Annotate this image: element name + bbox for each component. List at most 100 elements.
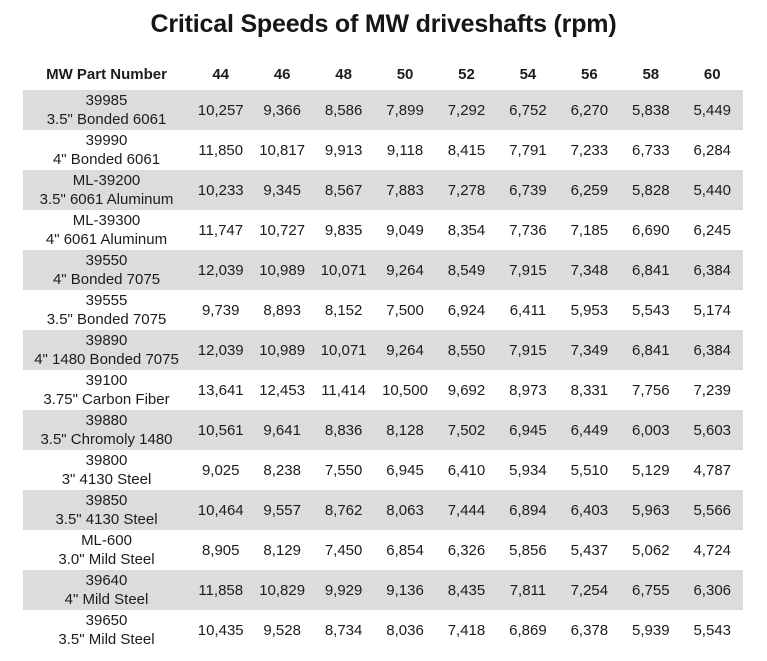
speed-value-cell: 10,561: [197, 421, 244, 439]
speed-value-cell: 5,603: [693, 421, 732, 439]
speed-value-cell: 9,913: [324, 141, 363, 159]
part-cell: 39850 3.5" 4130 Steel: [23, 490, 190, 530]
part-cell: ML-600 3.0" Mild Steel: [23, 530, 190, 570]
table-header-row: MW Part Number 44 46 48 50 52 54 56 58 60: [23, 63, 743, 90]
column-header-length-52: 52: [435, 63, 498, 90]
part-description: 4" Bonded 6061: [52, 151, 161, 168]
speed-value-cell: 9,025: [201, 461, 240, 479]
speed-value-cell: 6,739: [509, 181, 547, 199]
part-cell: 39555 3.5" Bonded 7075: [23, 290, 190, 330]
speed-value-cell: 6,259: [570, 181, 609, 199]
part-number: 39850: [85, 492, 128, 509]
speed-value-cell: 9,528: [263, 621, 301, 639]
speed-value-cell: 6,384: [693, 261, 732, 279]
speed-value-cell: 5,828: [632, 181, 670, 199]
speed-value-cell: 7,791: [509, 141, 547, 159]
part-cell: 39990 4" Bonded 6061: [23, 130, 190, 170]
speed-value-cell: 5,939: [632, 621, 670, 639]
table-row: 39990 4" Bonded 6061 11,850 10,817 9,913 9,11…: [23, 130, 743, 170]
speed-value-cell: 12,039: [197, 261, 244, 279]
speed-value-cell: 12,039: [197, 341, 244, 359]
speed-value-cell: 8,550: [447, 341, 486, 359]
speed-value-cell: 6,003: [632, 421, 670, 439]
speed-value-cell: 9,739: [201, 301, 240, 319]
column-header-length-46: 46: [251, 63, 313, 90]
speed-value-cell: 8,415: [447, 141, 486, 159]
part-cell: 39800 3" 4130 Steel: [23, 450, 190, 490]
speed-value-cell: 8,905: [201, 541, 240, 559]
speed-value-cell: 6,733: [632, 141, 670, 159]
speed-value-cell: 9,557: [263, 501, 301, 519]
speed-value-cell: 5,437: [570, 541, 609, 559]
speed-value-cell: 4,787: [693, 461, 732, 479]
speed-value-cell: 8,435: [447, 581, 486, 599]
speed-value-cell: 8,586: [324, 101, 363, 119]
speed-value-cell: 6,384: [693, 341, 732, 359]
speed-value-cell: 6,411: [509, 301, 547, 319]
part-cell: 39985 3.5" Bonded 6061: [23, 90, 190, 130]
part-description: 4" 6061 Aluminum: [45, 231, 168, 248]
speed-value-cell: 9,049: [386, 221, 424, 239]
speed-value-cell: 6,410: [447, 461, 486, 479]
speed-value-cell: 8,036: [386, 621, 424, 639]
part-number: 39555: [85, 292, 128, 309]
speed-value-cell: 11,858: [198, 581, 244, 599]
speed-value-cell: 5,543: [693, 621, 732, 639]
part-description: 4" Mild Steel: [64, 591, 149, 608]
speed-value-cell: 9,264: [386, 261, 424, 279]
speed-value-cell: 7,811: [509, 581, 547, 599]
speed-value-cell: 10,727: [259, 221, 306, 239]
speed-value-cell: 11,747: [198, 221, 244, 239]
speed-value-cell: 8,129: [263, 541, 301, 559]
speed-value-cell: 6,270: [570, 101, 609, 119]
speed-value-cell: 8,762: [324, 501, 363, 519]
speed-value-cell: 7,254: [570, 581, 609, 599]
speed-value-cell: 8,354: [447, 221, 486, 239]
column-header-length-56: 56: [558, 63, 621, 90]
speed-value-cell: 7,239: [693, 381, 732, 399]
speed-value-cell: 7,915: [509, 261, 547, 279]
speed-value-cell: 10,989: [259, 341, 306, 359]
speed-value-cell: 10,500: [382, 381, 428, 399]
speed-value-cell: 7,292: [447, 101, 486, 119]
speed-value-cell: 8,331: [570, 381, 609, 399]
part-description: 3" 4130 Steel: [61, 471, 152, 488]
speed-value-cell: 7,278: [447, 181, 486, 199]
speed-value-cell: 12,453: [259, 381, 306, 399]
speed-value-cell: 9,118: [386, 141, 424, 159]
table-header: MW Part Number 44 46 48 50 52 54 56 58 60: [23, 63, 743, 90]
table-body: 39985 3.5" Bonded 6061 10,257 9,366 8,586 7,8…: [23, 90, 743, 650]
part-cell: 39880 3.5" Chromoly 1480: [23, 410, 190, 450]
speed-value-cell: 6,306: [693, 581, 732, 599]
part-number: 39650: [85, 612, 128, 629]
speed-value-cell: 6,378: [570, 621, 609, 639]
table-row: ML-600 3.0" Mild Steel 8,905 8,129 7,450 6,85…: [23, 530, 743, 570]
table-row: 39555 3.5" Bonded 7075 9,739 8,893 8,152 7,50…: [23, 290, 743, 330]
table-row: 39650 3.5" Mild Steel 10,435 9,528 8,734 8,03…: [23, 610, 743, 650]
speed-value-cell: 8,893: [263, 301, 301, 319]
speed-value-cell: 7,502: [447, 421, 486, 439]
speed-value-cell: 6,841: [632, 261, 670, 279]
speed-value-cell: 6,752: [509, 101, 547, 119]
speed-value-cell: 6,449: [570, 421, 609, 439]
speed-value-cell: 5,440: [693, 181, 732, 199]
part-description: 3.5" 4130 Steel: [55, 511, 158, 528]
speed-value-cell: 7,185: [570, 221, 609, 239]
speed-value-cell: 8,152: [324, 301, 363, 319]
speed-value-cell: 10,435: [197, 621, 244, 639]
speed-value-cell: 6,690: [632, 221, 670, 239]
part-number: ML-600: [81, 532, 132, 549]
table-row: 39890 4" 1480 Bonded 7075 12,039 10,989 10,0…: [23, 330, 743, 370]
speed-value-cell: 13,641: [197, 381, 244, 399]
part-cell: ML-39200 3.5" 6061 Aluminum: [23, 170, 190, 210]
speed-value-cell: 6,894: [509, 501, 547, 519]
speed-value-cell: 9,345: [263, 181, 301, 199]
speed-value-cell: 9,835: [324, 221, 363, 239]
speed-value-cell: 7,736: [509, 221, 547, 239]
speed-value-cell: 6,924: [447, 301, 486, 319]
part-description: 4" Bonded 7075: [52, 271, 161, 288]
speed-value-cell: 10,233: [197, 181, 244, 199]
part-number: 39880: [85, 412, 128, 429]
speed-value-cell: 8,836: [324, 421, 363, 439]
column-header-part-number: MW Part Number: [23, 63, 190, 90]
